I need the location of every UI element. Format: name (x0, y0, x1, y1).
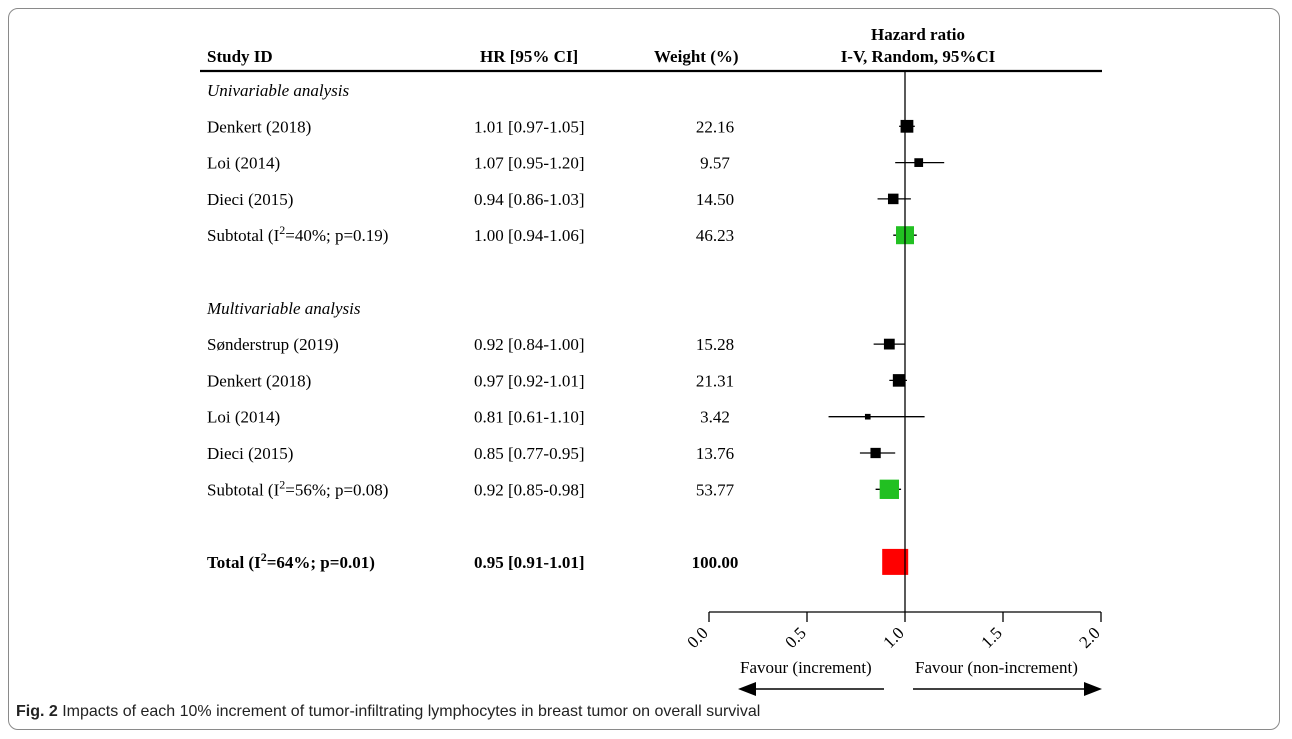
header-weight: Weight (%) (654, 47, 739, 66)
weight-value: 46.23 (696, 226, 734, 245)
weight-value: 14.50 (696, 190, 734, 209)
weight-value: 3.42 (700, 408, 730, 427)
total-marker (882, 548, 909, 575)
header-hr: HR [95% CI] (480, 47, 578, 66)
table-rows: Univariable analysis Denkert (2018) 1.01 [… (206, 81, 738, 572)
study-label: Denkert (2018) (207, 117, 311, 136)
hr-value: 1.07 [0.95-1.20] (474, 154, 584, 173)
weight-value: 13.76 (696, 444, 734, 463)
hr-value: 0.97 [0.92-1.01] (474, 371, 584, 390)
caption-label: Fig. 2 (16, 703, 58, 720)
x-tick-label: 0.5 (781, 623, 809, 651)
study-marker (887, 193, 899, 205)
hr-value: 0.92 [0.84-1.00] (474, 335, 584, 354)
weight-value: 15.28 (696, 335, 734, 354)
plot-marks (828, 119, 945, 575)
total-label: Total (I2=64%; p=0.01) (207, 550, 375, 572)
x-tick-label: 1.0 (879, 623, 907, 651)
x-tick-label: 1.5 (977, 623, 1005, 651)
favour-right-label: Favour (non-increment) (915, 658, 1078, 677)
x-tick-label: 2.0 (1075, 623, 1103, 651)
study-label: Loi (2014) (207, 408, 280, 427)
study-label: Loi (2014) (207, 154, 280, 173)
hr-value: 0.95 [0.91-1.01] (474, 553, 584, 572)
study-marker (864, 413, 871, 420)
subtotal-label: Subtotal (I2=40%; p=0.19) (207, 223, 388, 245)
figure-caption: Fig. 2 Impacts of each 10% increment of … (16, 703, 760, 721)
figure-frame (8, 8, 1280, 730)
study-label: Sønderstrup (2019) (207, 335, 339, 354)
section-label: Univariable analysis (207, 81, 350, 100)
study-label: Dieci (2015) (207, 444, 293, 463)
section-label: Multivariable analysis (206, 299, 361, 318)
study-marker (883, 338, 895, 350)
subtotal-label: Subtotal (I2=56%; p=0.08) (207, 477, 388, 499)
favour-left-label: Favour (increment) (740, 658, 872, 677)
study-marker (870, 447, 881, 459)
weight-value: 22.16 (696, 117, 734, 136)
hr-value: 0.94 [0.86-1.03] (474, 190, 584, 209)
hr-value: 0.85 [0.77-0.95] (474, 444, 584, 463)
study-label: Denkert (2018) (207, 371, 311, 390)
header-study-id: Study ID (207, 47, 273, 66)
subtotal-marker (879, 479, 899, 499)
hr-value: 0.92 [0.85-0.98] (474, 480, 584, 499)
favour-left-arrow (738, 682, 884, 696)
hr-value: 1.01 [0.97-1.05] (474, 117, 584, 136)
weight-value: 9.57 (700, 154, 730, 173)
x-tick-label: 0.0 (683, 623, 711, 651)
hr-value: 0.81 [0.61-1.10] (474, 408, 584, 427)
header-plot-line1: Hazard ratio (871, 25, 965, 44)
header-plot-line2: I-V, Random, 95%CI (841, 47, 996, 66)
favour-right-arrow (913, 682, 1102, 696)
weight-value: 53.77 (696, 480, 735, 499)
forest-plot: Study ID HR [95% CI] Weight (%) Hazard r… (200, 25, 1104, 696)
caption-text: Impacts of each 10% increment of tumor-i… (62, 703, 761, 720)
weight-value: 100.00 (692, 553, 739, 572)
hr-value: 1.00 [0.94-1.06] (474, 226, 584, 245)
study-marker (892, 374, 906, 387)
study-marker (914, 158, 924, 167)
weight-value: 21.31 (696, 371, 734, 390)
study-marker (900, 119, 914, 133)
study-label: Dieci (2015) (207, 190, 293, 209)
